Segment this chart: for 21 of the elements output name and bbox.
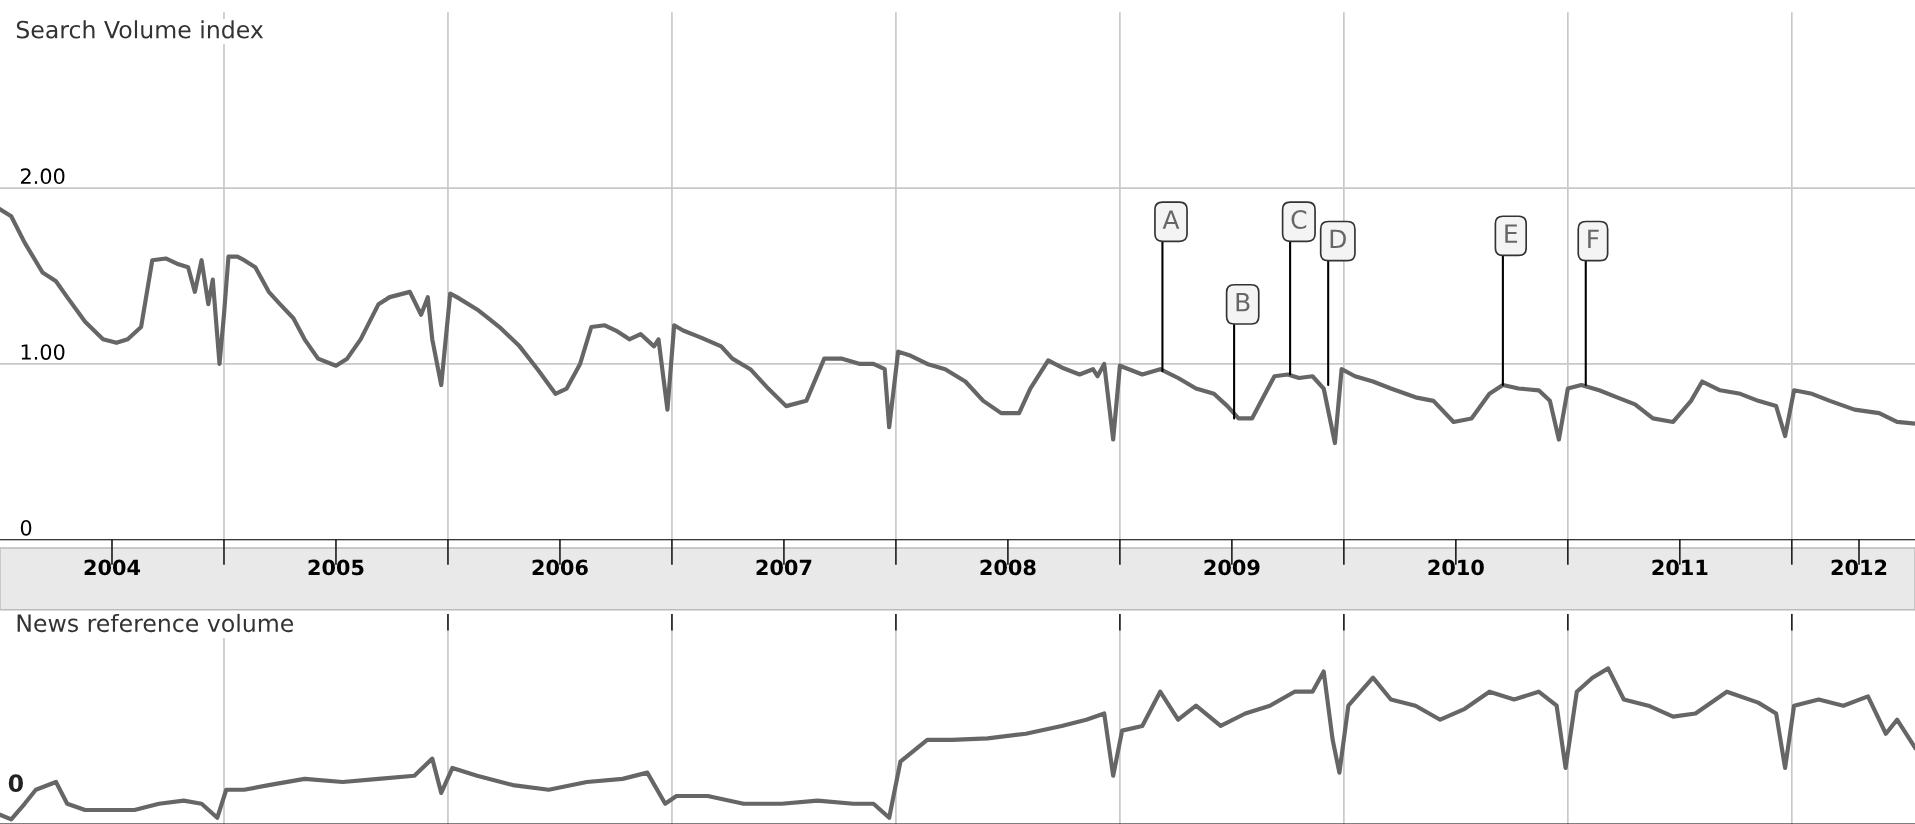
y-axis-title: News reference volume (17, 613, 294, 633)
y-tick-label: 1.00 (21, 344, 65, 360)
y-axis-title: Search Volume index (16, 20, 264, 39)
annotation: 0 (8, 774, 23, 793)
annotation: B (1236, 293, 1250, 312)
annotation: F (1588, 229, 1599, 248)
x-tick-label: 2009 (1204, 559, 1260, 576)
x-tick-label: 2012 (1831, 559, 1887, 576)
x-tick-label: 2008 (980, 559, 1036, 576)
annotation: E (1505, 224, 1518, 243)
annotation: D (1330, 229, 1346, 248)
x-tick-label: 2006 (532, 559, 588, 576)
y-tick-label: 2.00 (20, 168, 65, 185)
x-tick-label: 2004 (84, 559, 141, 576)
x-tick-label: 2010 (1428, 559, 1484, 576)
annotation: A (1162, 210, 1180, 229)
annotation: C (1291, 210, 1307, 230)
y-tick-label: 0 (20, 519, 32, 536)
x-tick-label: 2005 (308, 559, 364, 576)
x-tick-label: 2007 (756, 559, 812, 576)
x-tick-label: 2011 (1652, 559, 1708, 576)
